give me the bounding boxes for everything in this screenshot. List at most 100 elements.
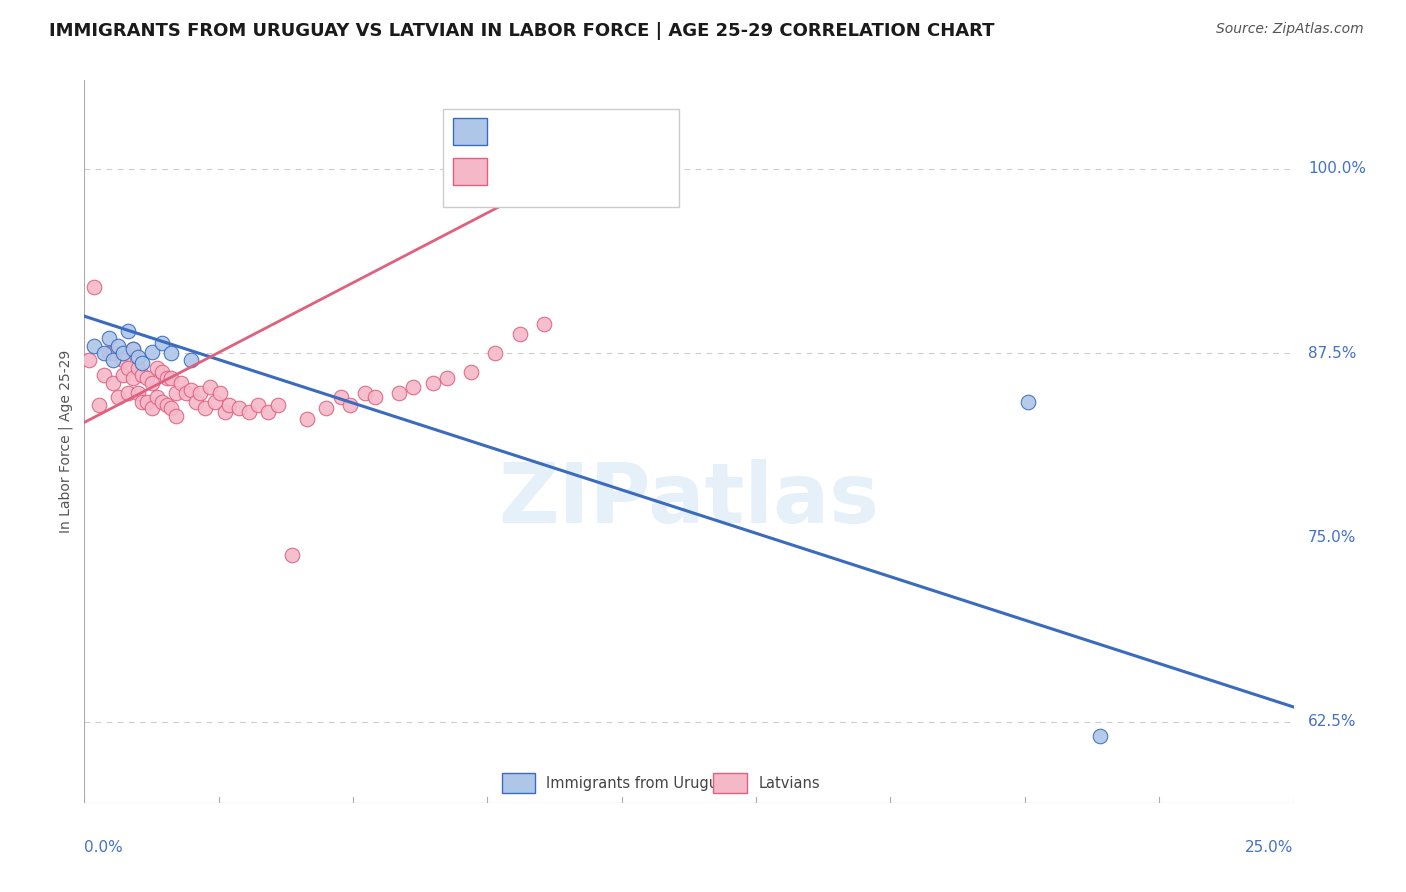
Point bbox=[247, 398, 270, 412]
Bar bbox=[713, 773, 747, 793]
Text: 0.588: 0.588 bbox=[540, 161, 588, 177]
Text: 0.0%: 0.0% bbox=[84, 839, 124, 855]
Text: 87.5%: 87.5% bbox=[1308, 345, 1357, 360]
Point bbox=[131, 394, 153, 409]
Bar bbox=[453, 118, 486, 145]
Point bbox=[131, 368, 153, 383]
Point bbox=[103, 346, 125, 360]
Text: Latvians: Latvians bbox=[759, 776, 821, 791]
Point bbox=[97, 331, 120, 345]
Text: R =: R = bbox=[496, 161, 530, 177]
Point bbox=[146, 390, 169, 404]
Point bbox=[184, 394, 207, 409]
Text: R =: R = bbox=[496, 121, 530, 136]
Point bbox=[180, 383, 202, 397]
Point bbox=[533, 317, 555, 331]
Point bbox=[77, 353, 100, 368]
Point bbox=[117, 385, 139, 400]
Point bbox=[194, 401, 217, 415]
Text: ZIPatlas: ZIPatlas bbox=[499, 458, 879, 540]
Point bbox=[127, 385, 149, 400]
Point bbox=[150, 394, 173, 409]
Point bbox=[107, 339, 129, 353]
Point bbox=[422, 376, 444, 390]
Text: -0.653: -0.653 bbox=[540, 121, 595, 136]
Point bbox=[83, 339, 105, 353]
Point bbox=[117, 360, 139, 375]
Point bbox=[170, 376, 193, 390]
Point bbox=[228, 401, 250, 415]
Text: 100.0%: 100.0% bbox=[1308, 161, 1367, 177]
Point bbox=[204, 394, 226, 409]
Text: Immigrants from Uruguay: Immigrants from Uruguay bbox=[547, 776, 735, 791]
Point bbox=[112, 368, 135, 383]
Point bbox=[141, 401, 163, 415]
Point bbox=[107, 390, 129, 404]
Point bbox=[315, 401, 337, 415]
Point bbox=[484, 346, 506, 360]
Point bbox=[190, 385, 212, 400]
Bar bbox=[453, 158, 486, 185]
Point bbox=[103, 376, 125, 390]
Point bbox=[402, 380, 425, 394]
Text: 63: 63 bbox=[634, 161, 657, 177]
Y-axis label: In Labor Force | Age 25-29: In Labor Force | Age 25-29 bbox=[59, 350, 73, 533]
Point bbox=[112, 353, 135, 368]
Point bbox=[121, 371, 143, 385]
Point bbox=[150, 365, 173, 379]
Point bbox=[1017, 394, 1039, 409]
Text: Source: ZipAtlas.com: Source: ZipAtlas.com bbox=[1216, 22, 1364, 37]
Point bbox=[267, 398, 290, 412]
Text: 62.5%: 62.5% bbox=[1308, 714, 1357, 729]
Point bbox=[155, 371, 177, 385]
Point bbox=[214, 405, 236, 419]
Point bbox=[339, 398, 361, 412]
Point bbox=[121, 342, 143, 356]
Bar bbox=[502, 773, 536, 793]
Point bbox=[127, 360, 149, 375]
Text: 75.0%: 75.0% bbox=[1308, 530, 1357, 545]
Point bbox=[83, 279, 105, 293]
Point bbox=[127, 351, 149, 365]
Point bbox=[121, 342, 143, 356]
Point bbox=[131, 356, 153, 370]
Point bbox=[160, 371, 183, 385]
Point bbox=[150, 335, 173, 350]
Point bbox=[354, 385, 377, 400]
Text: 25.0%: 25.0% bbox=[1246, 839, 1294, 855]
Point bbox=[509, 326, 531, 341]
Text: IMMIGRANTS FROM URUGUAY VS LATVIAN IN LABOR FORCE | AGE 25-29 CORRELATION CHART: IMMIGRANTS FROM URUGUAY VS LATVIAN IN LA… bbox=[49, 22, 994, 40]
Point bbox=[160, 401, 183, 415]
Point bbox=[1088, 730, 1111, 744]
Point bbox=[112, 346, 135, 360]
Point bbox=[208, 385, 231, 400]
Point bbox=[97, 346, 120, 360]
Text: N =: N = bbox=[592, 121, 626, 136]
Point bbox=[117, 324, 139, 338]
Point bbox=[103, 353, 125, 368]
Point bbox=[93, 346, 115, 360]
Point bbox=[93, 368, 115, 383]
Point bbox=[180, 353, 202, 368]
Point bbox=[281, 548, 304, 562]
Point bbox=[136, 394, 159, 409]
Point bbox=[165, 385, 187, 400]
Point bbox=[329, 390, 352, 404]
Text: N =: N = bbox=[592, 161, 626, 177]
Point bbox=[155, 398, 177, 412]
Point bbox=[257, 405, 280, 419]
Point bbox=[141, 376, 163, 390]
Point bbox=[198, 380, 221, 394]
Point bbox=[436, 371, 458, 385]
Point bbox=[218, 398, 240, 412]
Point bbox=[141, 344, 163, 359]
Point bbox=[165, 409, 187, 424]
Point bbox=[136, 371, 159, 385]
Point bbox=[146, 360, 169, 375]
Point bbox=[388, 385, 411, 400]
Point bbox=[460, 365, 482, 379]
Point bbox=[295, 412, 318, 426]
Text: 16: 16 bbox=[634, 121, 655, 136]
Point bbox=[363, 390, 385, 404]
FancyBboxPatch shape bbox=[443, 109, 679, 207]
